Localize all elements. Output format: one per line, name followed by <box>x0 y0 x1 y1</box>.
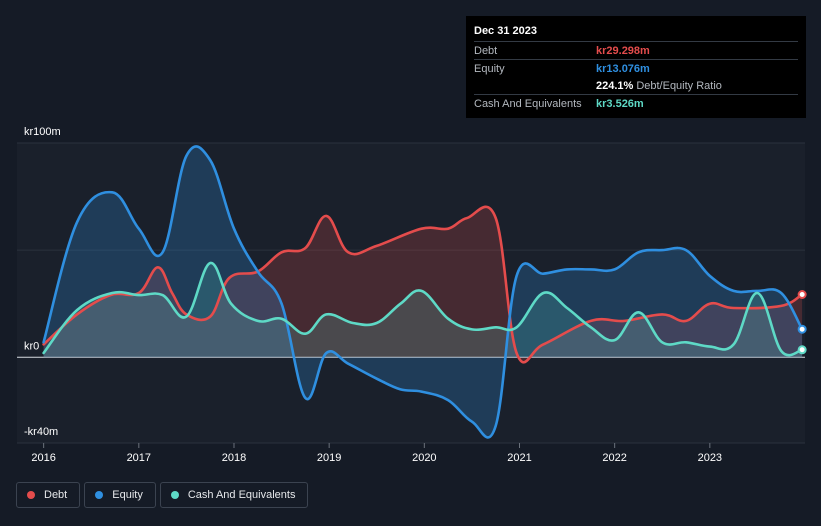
tooltip-label: Cash And Equivalents <box>474 97 582 110</box>
endpoint-cash <box>797 345 807 355</box>
tooltip-row-cash: Cash And Equivalents kr3.526m <box>474 94 798 112</box>
legend-dot-icon <box>27 491 35 499</box>
tooltip-row-debt: Debt kr29.298m <box>474 41 798 59</box>
area-debt <box>43 206 803 363</box>
legend-label: Debt <box>44 489 68 501</box>
tooltip-value: 224.1% <box>596 79 634 92</box>
legend-item-cash[interactable]: Cash And Equivalents <box>159 482 309 508</box>
legend-dot-icon <box>95 491 104 499</box>
tooltip-row-equity: Equity kr13.076m <box>474 59 798 77</box>
legend: Debt Equity Cash And Equivalents <box>16 482 312 508</box>
tooltip-label: Debt <box>474 44 498 57</box>
line-debt <box>42 205 804 364</box>
x-tick-label: 2020 <box>412 452 436 464</box>
y-tick-label: kr0 <box>24 340 39 352</box>
tooltip-label: Equity <box>474 62 505 75</box>
y-tick-label: kr100m <box>24 126 61 138</box>
x-tick-label: 2021 <box>507 452 531 464</box>
area-cash <box>43 262 803 358</box>
x-tick-label: 2022 <box>602 452 626 464</box>
x-tick-label: 2016 <box>31 452 55 464</box>
tooltip-panel: Dec 31 2023 Debt kr29.298m Equity kr13.0… <box>466 16 806 118</box>
endpoint-equity <box>797 324 807 334</box>
area-equity <box>43 146 803 438</box>
legend-dot-icon <box>170 491 179 499</box>
tooltip-row-ratio: 224.1% Debt/Equity Ratio <box>474 77 798 94</box>
line-cash <box>42 261 804 357</box>
tooltip-value: kr29.298m <box>596 44 650 57</box>
endpoint-debt <box>797 290 807 299</box>
legend-label: Equity <box>112 489 143 501</box>
x-tick-label: 2019 <box>317 452 341 464</box>
tooltip-ratio-label: Debt/Equity Ratio <box>636 79 722 92</box>
x-tick-label: 2017 <box>127 452 151 464</box>
legend-label: Cash And Equivalents <box>187 489 296 501</box>
tooltip-value: kr13.076m <box>596 62 650 75</box>
legend-item-debt[interactable]: Debt <box>16 482 81 508</box>
x-tick-label: 2023 <box>698 452 722 464</box>
line-equity <box>42 145 804 439</box>
tooltip-date: Dec 31 2023 <box>474 25 537 37</box>
legend-item-equity[interactable]: Equity <box>84 482 156 508</box>
x-tick-label: 2018 <box>222 452 246 464</box>
tooltip-value: kr3.526m <box>596 97 644 110</box>
y-tick-label: -kr40m <box>24 426 58 438</box>
